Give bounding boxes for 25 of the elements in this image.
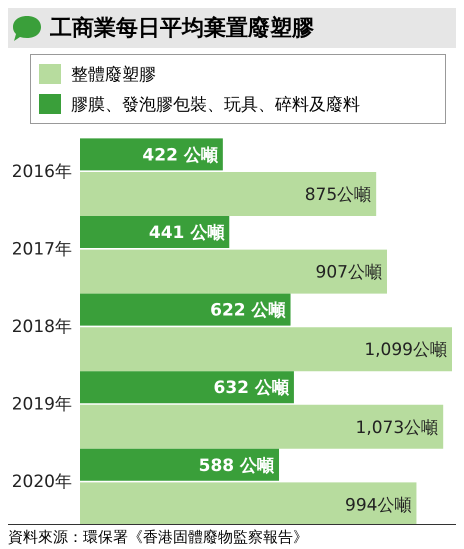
y-tick-label: 2017年 [12, 239, 72, 260]
data-label: 1,073公噸 [356, 418, 438, 438]
data-label: 422 公噸 [142, 145, 219, 166]
bar [80, 294, 291, 326]
y-tick-label: 2020年 [12, 472, 72, 492]
data-label: 907公噸 [316, 262, 382, 283]
data-label: 994公噸 [345, 495, 412, 516]
y-tick-label: 2019年 [12, 394, 72, 415]
bar [80, 404, 444, 449]
data-label: 622 公噸 [210, 300, 287, 321]
data-label: 588 公噸 [198, 456, 276, 476]
chart-title: 工商業每日平均棄置廢塑膠 [50, 14, 314, 43]
bar [80, 371, 294, 404]
bar [80, 172, 376, 216]
data-label: 632 公噸 [214, 378, 290, 398]
bar [80, 327, 452, 372]
data-label: 1,099公噸 [364, 340, 447, 360]
bar [80, 250, 388, 294]
legend-label: 整體廢塑膠 [71, 64, 156, 86]
y-tick-label: 2016年 [12, 162, 72, 182]
source-note: 資料來源：環保署《香港固體廢物監察報告》 [8, 528, 309, 547]
data-label: 441 公噸 [148, 223, 226, 244]
y-tick-label: 2018年 [12, 317, 72, 338]
legend-label: 膠膜、發泡膠包裝、玩具、碎料及廢料 [71, 94, 360, 116]
data-label: 875公噸 [304, 185, 372, 206]
